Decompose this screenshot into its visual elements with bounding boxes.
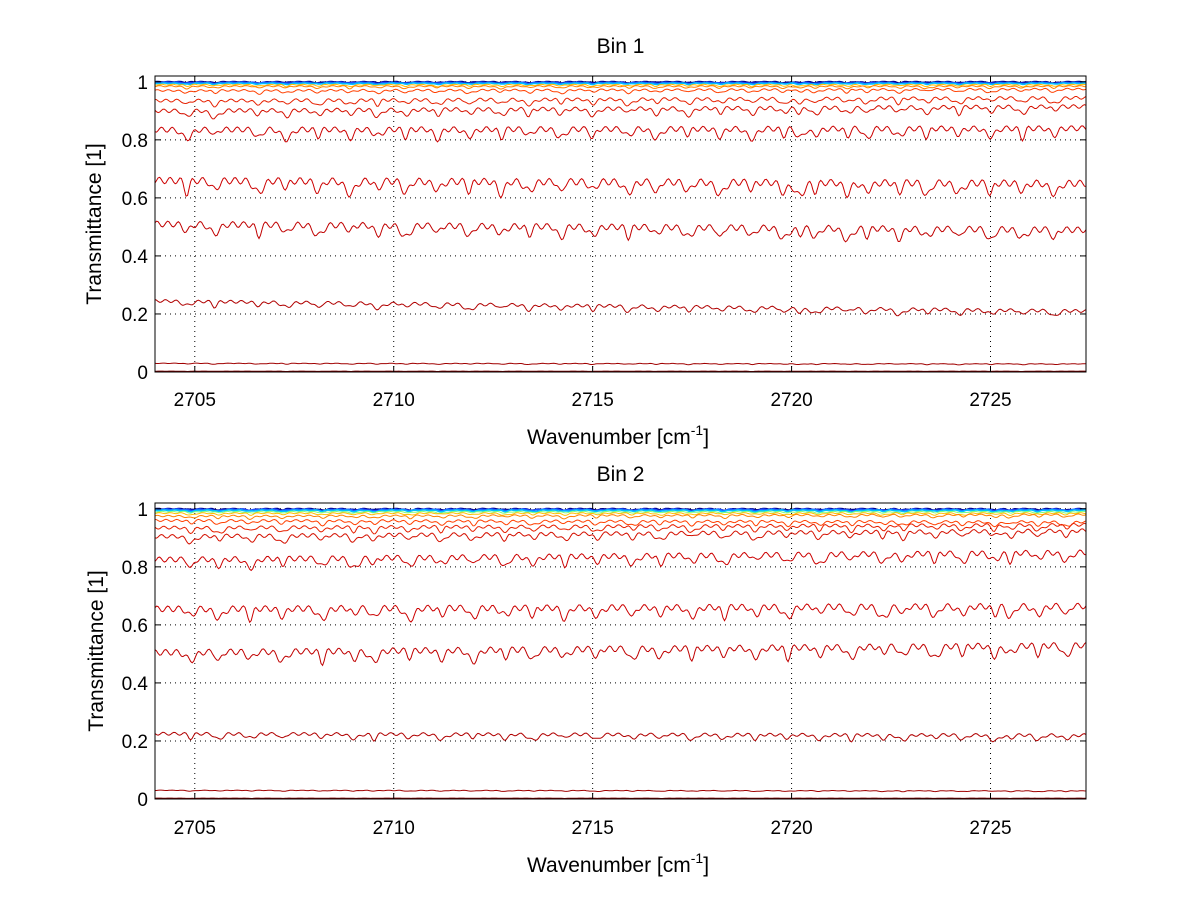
y-tick-label: 0.4	[122, 247, 149, 268]
y-tick-label: 0.2	[122, 305, 148, 326]
y-tick-label: 0	[137, 790, 148, 811]
y-tick-label: 0.6	[122, 616, 148, 637]
series-line-s3	[154, 509, 1087, 513]
y-tick-label: 0.8	[122, 131, 148, 152]
x-axis-label-text: Wavenumber [cm	[527, 854, 691, 877]
x-tick-label: 2710	[373, 390, 415, 411]
axes-frame	[154, 502, 1087, 800]
series-line-s9	[154, 528, 1087, 545]
series-line-s6	[154, 513, 1087, 521]
x-axis-label-close: ]	[703, 426, 709, 449]
y-axis-label: Transmittance [1]	[85, 570, 108, 731]
series-line-s4	[154, 510, 1087, 515]
x-tick-label: 2725	[969, 818, 1011, 839]
y-tick-label: 0.8	[122, 558, 148, 579]
x-axis-label: Wavenumber [cm-1]	[527, 422, 709, 449]
panel-bin-1: Bin 1 0 0.2 0.4 0.6 0.8 1 2705 2710 2715…	[83, 35, 1087, 449]
series-line-s5	[154, 85, 1087, 90]
series-line-s8	[154, 522, 1087, 535]
series-line-s3	[154, 82, 1086, 86]
series-line-s5	[154, 512, 1087, 517]
axes-frame	[154, 75, 1087, 373]
y-tick-label: 0.2	[122, 732, 148, 753]
x-tick-label: 2715	[572, 818, 614, 839]
x-tick-label: 2720	[770, 390, 812, 411]
series-line-s13	[154, 362, 1087, 366]
x-tick-label: 2710	[373, 818, 415, 839]
y-axis-label: Transmittance [1]	[83, 143, 106, 304]
x-axis-label-text: Wavenumber [cm	[527, 426, 691, 449]
x-axis-label-superscript: -1	[691, 422, 704, 438]
x-tick-label: 2720	[770, 818, 812, 839]
x-axis-label-superscript: -1	[691, 850, 704, 866]
x-tick-label: 2705	[174, 818, 216, 839]
y-tick-label: 0	[137, 363, 148, 384]
y-tick-label: 1	[137, 73, 148, 94]
series-line-s11	[154, 602, 1087, 624]
chart-title: Bin 1	[597, 35, 645, 58]
x-tick-label: 2705	[174, 390, 216, 411]
x-axis-label: Wavenumber [cm-1]	[527, 850, 709, 877]
grid	[155, 503, 1086, 800]
series-line-s7	[154, 95, 1087, 108]
series-group	[154, 507, 1087, 800]
y-tick-label: 1	[137, 500, 148, 521]
y-axis: 0 0.2 0.4 0.6 0.8 1	[122, 500, 149, 811]
series-line-s4	[154, 83, 1087, 88]
x-tick-label: 2725	[969, 390, 1011, 411]
y-tick-label: 0.4	[122, 674, 149, 695]
series-line-s7	[154, 518, 1087, 528]
series-group	[154, 80, 1087, 373]
y-tick-label: 0.6	[122, 189, 148, 210]
series-line-s14	[155, 789, 1087, 793]
panel-bin-2: Bin 2 0 0.2 0.4 0.6 0.8 1 2705 2710 2715…	[85, 463, 1087, 877]
grid	[155, 76, 1086, 373]
series-line-s10	[154, 176, 1087, 199]
x-tick-label: 2715	[572, 390, 614, 411]
series-line-s9	[154, 125, 1087, 143]
series-line-s12	[154, 641, 1087, 667]
chart-title: Bin 2	[597, 463, 645, 486]
series-line-s12	[154, 299, 1087, 317]
series-line-s13	[154, 731, 1087, 743]
series-line-s6	[154, 87, 1087, 95]
y-axis: 0 0.2 0.4 0.6 0.8 1	[122, 73, 149, 384]
series-line-s11	[154, 220, 1087, 243]
series-line-s10	[154, 549, 1087, 572]
x-axis-label-close: ]	[703, 854, 709, 877]
x-axis: 2705 2710 2715 2720 2725	[174, 390, 1012, 411]
series-line-s8	[154, 104, 1087, 120]
x-axis: 2705 2710 2715 2720 2725	[174, 818, 1012, 839]
